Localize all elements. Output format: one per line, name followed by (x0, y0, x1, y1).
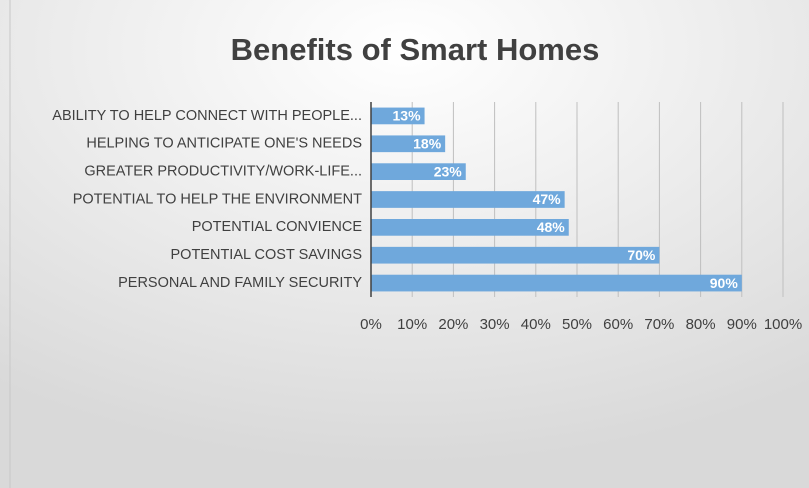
x-tick-label: 0% (360, 316, 382, 333)
value-label: 13% (393, 108, 422, 124)
chart-title: Benefits of Smart Homes (231, 32, 600, 67)
value-label: 47% (533, 191, 562, 207)
category-label: POTENTIAL COST SAVINGS (171, 247, 363, 263)
category-label: GREATER PRODUCTIVITY/WORK-LIFE... (84, 163, 362, 179)
x-tick-label: 70% (644, 316, 674, 333)
bar (371, 219, 569, 236)
x-tick-label: 10% (397, 316, 427, 333)
x-tick-label: 50% (562, 316, 592, 333)
x-tick-label: 80% (686, 316, 716, 333)
value-label: 70% (627, 247, 656, 263)
bar (371, 163, 466, 180)
bar (371, 274, 742, 292)
value-label: 23% (434, 163, 463, 179)
bar (371, 246, 660, 264)
bar (371, 135, 446, 153)
x-tick-label: 20% (438, 316, 468, 333)
category-label: POTENTIAL CONVIENCE (192, 219, 363, 235)
x-tick-label: 30% (480, 316, 510, 333)
x-tick-label: 90% (727, 316, 757, 333)
value-label: 48% (537, 219, 566, 235)
value-label: 90% (710, 275, 739, 291)
bar (371, 107, 425, 125)
x-tick-label: 100% (764, 316, 802, 333)
bar (371, 191, 565, 208)
category-label: PERSONAL AND FAMILY SECURITY (118, 275, 362, 291)
x-tick-label: 40% (521, 316, 551, 333)
category-label: HELPING TO ANTICIPATE ONE'S NEEDS (86, 136, 362, 152)
category-label: ABILITY TO HELP CONNECT WITH PEOPLE... (52, 108, 362, 124)
category-label: POTENTIAL TO HELP THE ENVIRONMENT (73, 191, 362, 207)
x-tick-label: 60% (603, 316, 633, 333)
value-label: 18% (413, 135, 442, 151)
